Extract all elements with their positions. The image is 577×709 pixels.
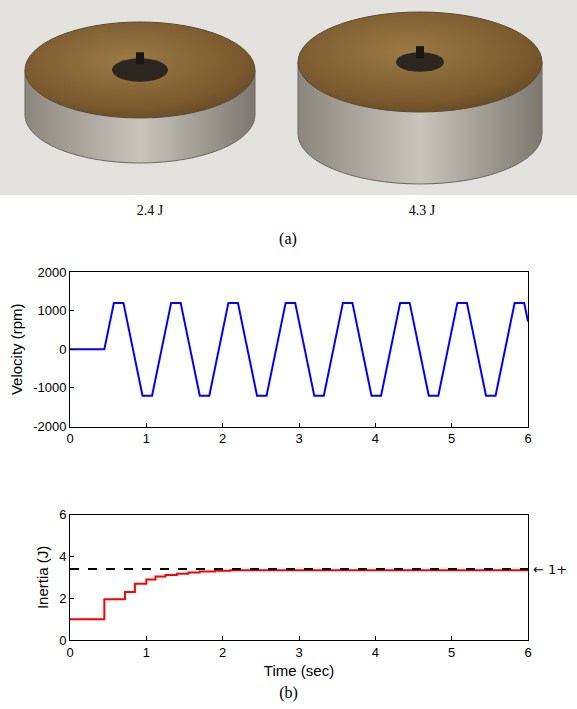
svg-text:← 1+: ← 1+	[533, 562, 567, 577]
svg-text:4.3 J: 4.3 J	[409, 203, 436, 218]
svg-text:5: 5	[448, 431, 455, 446]
svg-text:6: 6	[524, 645, 531, 660]
svg-text:Velocity (rpm): Velocity (rpm)	[8, 303, 25, 395]
svg-text:2: 2	[219, 645, 226, 660]
svg-text:6: 6	[524, 431, 531, 446]
svg-text:-2000: -2000	[33, 419, 66, 434]
svg-text:5: 5	[448, 645, 455, 660]
svg-text:3: 3	[295, 645, 302, 660]
svg-text:3: 3	[295, 431, 302, 446]
svg-text:4: 4	[59, 549, 66, 564]
svg-text:(a): (a)	[279, 230, 297, 248]
svg-text:0: 0	[59, 342, 66, 357]
svg-text:6: 6	[59, 507, 66, 522]
svg-text:2.4 J: 2.4 J	[137, 203, 164, 218]
svg-text:-1000: -1000	[33, 380, 66, 395]
svg-text:2000: 2000	[37, 265, 66, 280]
svg-text:Time (sec): Time (sec)	[264, 662, 334, 679]
svg-text:4: 4	[372, 431, 379, 446]
svg-text:1: 1	[143, 431, 150, 446]
svg-text:2: 2	[59, 591, 66, 606]
svg-text:0: 0	[59, 633, 66, 648]
svg-text:2: 2	[219, 431, 226, 446]
svg-text:0: 0	[66, 645, 73, 660]
svg-text:1000: 1000	[37, 303, 66, 318]
svg-text:0: 0	[66, 431, 73, 446]
svg-text:1: 1	[143, 645, 150, 660]
html-text:(b): (b)	[279, 684, 298, 701]
svg-text:Inertia (J): Inertia (J)	[34, 546, 51, 609]
svg-text:4: 4	[372, 645, 379, 660]
